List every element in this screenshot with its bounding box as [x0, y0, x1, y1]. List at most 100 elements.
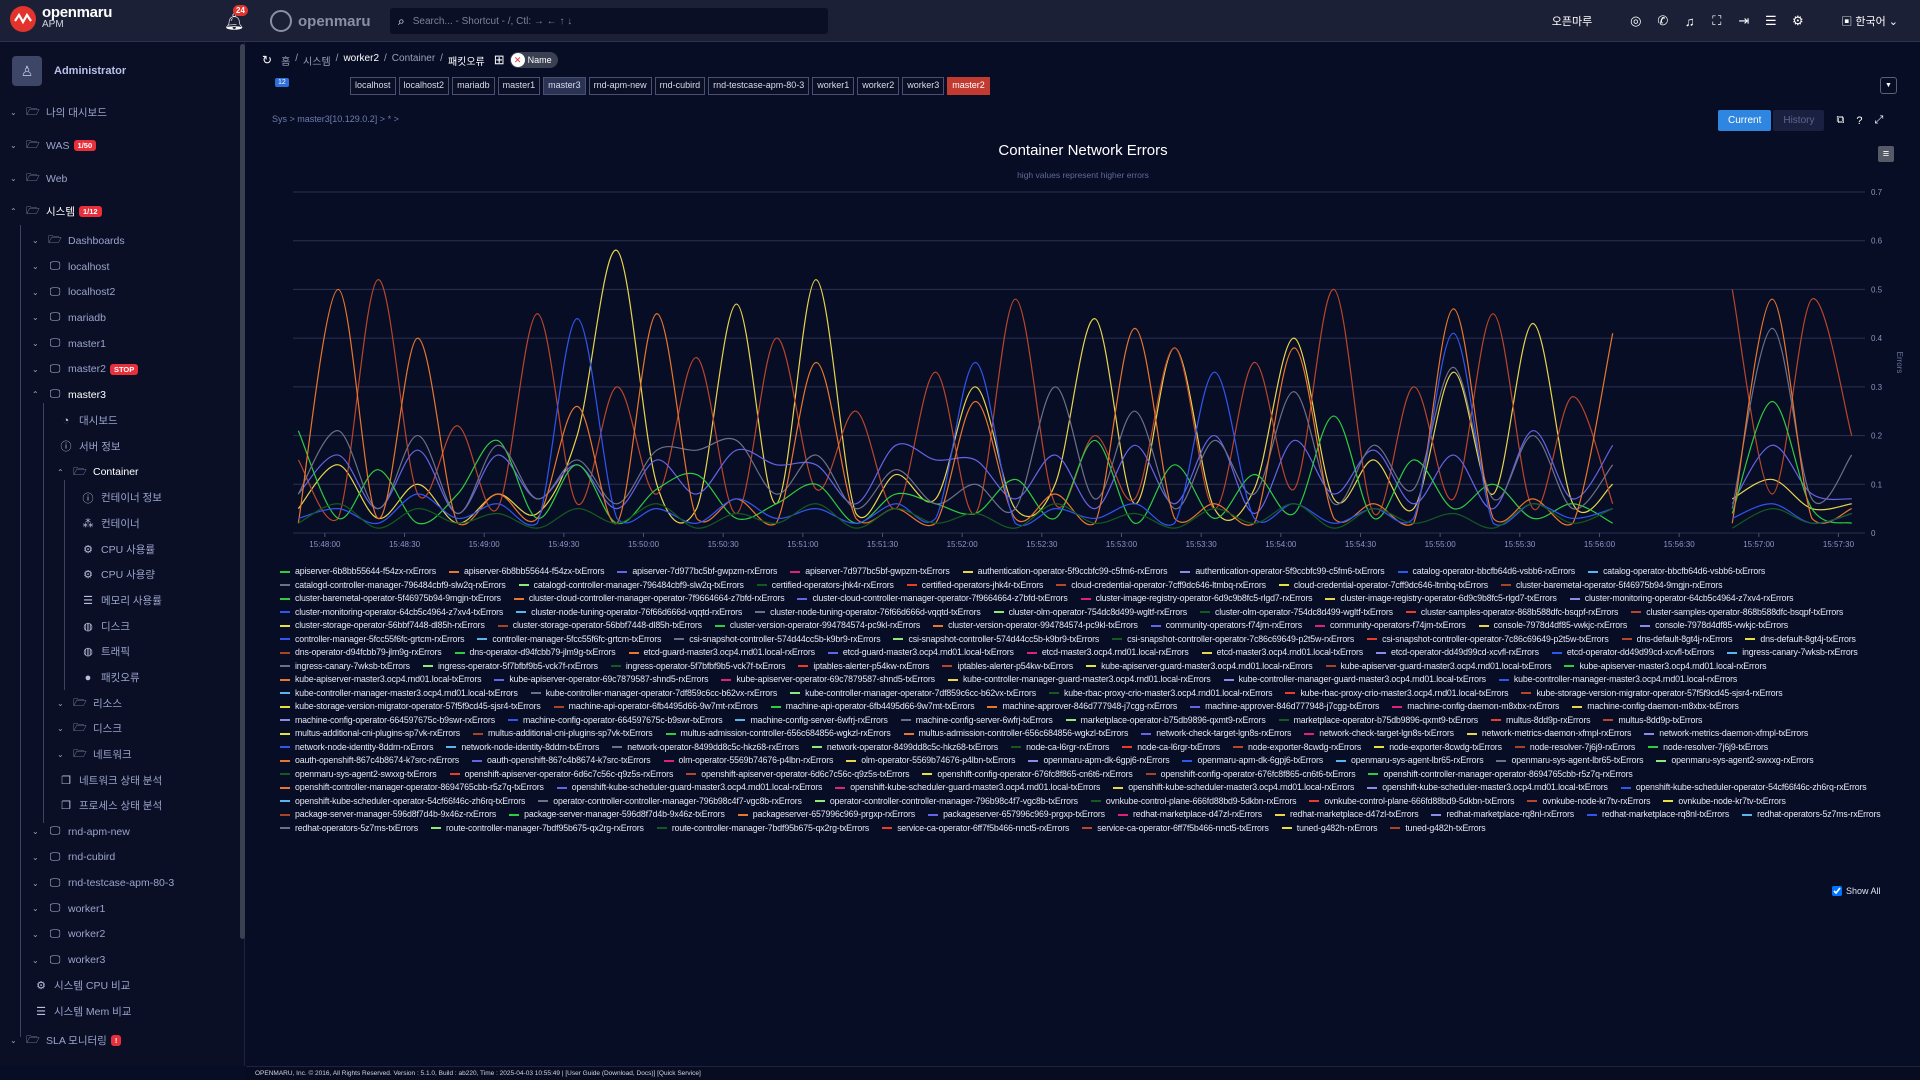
legend-item[interactable]: package-server-manager-596d8f7d4b-9x46z-…	[280, 808, 496, 822]
show-all-toggle[interactable]: Show All	[1832, 886, 1881, 896]
bell-icon[interactable]: ♫︎	[1684, 13, 1695, 29]
sidebar-item[interactable]: ☰ 메모리 사용률	[0, 588, 240, 614]
legend-item[interactable]: console-7978d4df85-vwkjc-rxErrors	[1478, 619, 1627, 633]
legend-item[interactable]: operator-controller-controller-manager-7…	[814, 795, 1078, 809]
legend-item[interactable]: openshift-kube-scheduler-guard-master3.o…	[835, 781, 1100, 795]
host-tab[interactable]: rnd-apm-new	[588, 77, 652, 95]
external-link-icon[interactable]: ⧉	[1836, 114, 1845, 126]
legend-item[interactable]: kube-storage-version-migrator-operator-5…	[280, 700, 541, 714]
legend-item[interactable]: etcd-master3.ocp4.rnd01.local-rxErrors	[1026, 646, 1189, 660]
grid-view-icon[interactable]: ⊞	[493, 52, 505, 67]
chart-menu-button[interactable]: ≡	[1878, 146, 1894, 162]
legend-item[interactable]: controller-manager-5fcc55f6fc-grtcm-rxEr…	[280, 633, 465, 647]
legend-item[interactable]: kube-controller-manager-master3.ocp4.rnd…	[280, 687, 518, 701]
legend-item[interactable]: dns-operator-d94fcbb79-jlm9g-txErrors	[454, 646, 616, 660]
sidebar-item[interactable]: ⌃ 🗁︎ Container	[0, 459, 240, 485]
legend-item[interactable]: cluster-storage-operator-56bbf7448-dl85h…	[497, 619, 702, 633]
sidebar-item[interactable]: ⁂ 컨테이너	[0, 511, 240, 537]
legend-item[interactable]: network-metrics-daemon-xfmpl-rxErrors	[1466, 727, 1631, 741]
legend-item[interactable]: service-ca-operator-6ff7f5b466-nnct5-txE…	[1082, 822, 1269, 836]
history-button[interactable]: History	[1773, 110, 1825, 131]
sidebar-item[interactable]: ⌄ 🗁︎ SLA 모니터링!	[0, 1024, 240, 1057]
legend-item[interactable]: dns-operator-d94fcbb79-jlm9g-rxErrors	[280, 646, 442, 660]
legend-item[interactable]: catalog-operator-bbcfb64d6-vsbb6-rxError…	[1397, 565, 1575, 579]
sidebar-item[interactable]: ⚙ CPU 사용률	[0, 536, 240, 562]
legend-item[interactable]: network-node-identity-8ddrn-txErrors	[446, 741, 599, 755]
legend-item[interactable]: oauth-openshift-867c4b8674-k7src-rxError…	[280, 754, 459, 768]
expand-icon[interactable]: ⤢	[1874, 114, 1884, 126]
legend-item[interactable]: redhat-operators-5z7ms-txErrors	[280, 822, 418, 836]
sidebar-item[interactable]: ⌄ 🖵︎ localhost	[0, 254, 240, 280]
legend-item[interactable]: openshift-config-operator-676fc8f865-cn6…	[1145, 768, 1356, 782]
legend-item[interactable]: node-resolver-7j6j9-rxErrors	[1514, 741, 1635, 755]
legend-item[interactable]: marketplace-operator-b75db9896-qxmt9-rxE…	[1065, 714, 1266, 728]
legend-item[interactable]: machine-config-server-6wfrj-txErrors	[900, 714, 1053, 728]
legend-item[interactable]: kube-storage-version-migrator-operator-5…	[1521, 687, 1783, 701]
legend-item[interactable]: catalog-operator-bbcfb64d6-vsbb6-txError…	[1588, 565, 1765, 579]
openmaru-apm-logo[interactable]: openmaru APM	[10, 5, 112, 32]
host-tab[interactable]: master2	[947, 77, 990, 95]
legend-item[interactable]: machine-approver-846d777948-j7cgg-rxErro…	[987, 700, 1177, 714]
legend-item[interactable]: csi-snapshot-controller-operator-7c86c69…	[1367, 633, 1609, 647]
sidebar-item[interactable]: ● 패킷오류	[0, 665, 240, 691]
legend-item[interactable]: controller-manager-5fcc55f6fc-grtcm-txEr…	[477, 633, 661, 647]
legend-item[interactable]: cluster-version-operator-994784574-pc9kl…	[714, 619, 920, 633]
sidebar-item[interactable]: ❐ 프로세스 상태 분석	[0, 793, 240, 819]
legend-item[interactable]: openshift-kube-scheduler-operator-54cf66…	[280, 795, 525, 809]
legend-item[interactable]: cluster-olm-operator-754dc8d499-wgltf-tx…	[1200, 606, 1393, 620]
host-tab[interactable]: localhost	[350, 77, 396, 95]
legend-item[interactable]: tuned-g482h-rxErrors	[1281, 822, 1378, 836]
sidebar-item[interactable]: ⌄ 🖵︎ master1	[0, 331, 240, 357]
sidebar-item[interactable]: ⌄ 🗁︎ 리소스	[0, 690, 240, 716]
legend-item[interactable]: openmaru-sys-agent2-swxxg-txErrors	[280, 768, 437, 782]
legend-item[interactable]: cluster-olm-operator-754dc8d499-wgltf-rx…	[993, 606, 1187, 620]
legend-item[interactable]: certified-operators-jhk4r-txErrors	[906, 579, 1043, 593]
menu-icon[interactable]: ☰	[1764, 13, 1777, 28]
legend-item[interactable]: kube-controller-manager-operator-7df859c…	[790, 687, 1036, 701]
legend-item[interactable]: machine-config-server-6wfrj-rxErrors	[735, 714, 888, 728]
legend-item[interactable]: apiserver-6b8bb55644-f54zx-rxErrors	[280, 565, 436, 579]
legend-item[interactable]: etcd-guard-master3.ocp4.rnd01.local-rxEr…	[628, 646, 815, 660]
legend-item[interactable]: machine-config-operator-664597675c-b9swr…	[507, 714, 723, 728]
legend-item[interactable]: cluster-baremetal-operator-5f46975b94-9m…	[280, 592, 501, 606]
breadcrumb-item[interactable]: 시스템	[303, 56, 331, 68]
sidebar-item[interactable]: ◔ 대시보드	[0, 408, 240, 434]
sidebar-item[interactable]: ❐ 네트워크 상태 분석	[0, 767, 240, 793]
refresh-icon[interactable]: ↻	[262, 53, 273, 67]
fullscreen-icon[interactable]: ⛶	[1712, 13, 1722, 28]
legend-item[interactable]: multus-8dd9p-rxErrors	[1491, 714, 1591, 728]
legend-item[interactable]: etcd-guard-master3.ocp4.rnd01.local-txEr…	[827, 646, 1014, 660]
name-toggle[interactable]: ✕ Name	[509, 52, 558, 68]
legend-item[interactable]: etcd-operator-dd49d99cd-xcvfl-rxErrors	[1376, 646, 1539, 660]
legend-item[interactable]: kube-controller-manager-guard-master3.oc…	[1223, 673, 1486, 687]
legend-item[interactable]: openshift-kube-scheduler-master3.ocp4.rn…	[1367, 781, 1608, 795]
legend-item[interactable]: machine-api-operator-6fb4495d66-9w7mt-tx…	[770, 700, 975, 714]
sidebar-item[interactable]: ◍ 디스크	[0, 613, 240, 639]
legend-item[interactable]: kube-apiserver-master3.ocp4.rnd01.local-…	[280, 673, 482, 687]
legend-item[interactable]: cluster-samples-operator-868b588dfc-bsqp…	[1405, 606, 1618, 620]
legend-item[interactable]: openshift-controller-manager-operator-86…	[280, 781, 544, 795]
legend-item[interactable]: catalogd-controller-manager-796484cbf9-s…	[518, 579, 744, 593]
legend-item[interactable]: multus-admission-controller-656c684856-w…	[903, 727, 1128, 741]
sidebar-item[interactable]: ⌄ 🖵︎ master2 STOP	[0, 356, 240, 382]
host-tab[interactable]: rnd-cubird	[654, 77, 706, 95]
legend-item[interactable]: ovnkube-node-kr7tv-rxErrors	[1527, 795, 1650, 809]
legend-item[interactable]: multus-admission-controller-656c684856-w…	[665, 727, 891, 741]
legend-item[interactable]: service-ca-operator-6ff7f5b466-nnct5-rxE…	[882, 822, 1069, 836]
legend-item[interactable]: olm-operator-5569b74676-p4lbn-rxErrors	[663, 754, 833, 768]
legend-item[interactable]: cluster-samples-operator-868b588dfc-bsqp…	[1631, 606, 1843, 620]
legend-item[interactable]: ingress-canary-7wksb-rxErrors	[1727, 646, 1858, 660]
legend-item[interactable]: multus-8dd9p-txErrors	[1603, 714, 1702, 728]
host-tab[interactable]: master1	[497, 77, 541, 95]
host-tab[interactable]: mariadb	[452, 77, 495, 95]
sidebar-item[interactable]: ⌃ 🖵︎ master3	[0, 382, 240, 408]
legend-item[interactable]: package-server-manager-596d8f7d4b-9x46z-…	[509, 808, 725, 822]
legend-item[interactable]: kube-apiserver-guard-master3.ocp4.rnd01.…	[1086, 660, 1313, 674]
sidebar-item[interactable]: ⌄ 🗁︎ 나의 대시보드	[0, 96, 240, 129]
legend-item[interactable]: network-operator-8499dd8c5c-hkz68-txErro…	[811, 741, 998, 755]
legend-item[interactable]: operator-controller-controller-manager-7…	[538, 795, 802, 809]
legend-item[interactable]: ovnkube-node-kr7tv-txErrors	[1663, 795, 1786, 809]
host-tab[interactable]: worker2	[857, 77, 900, 95]
breadcrumb-item[interactable]: 홈	[281, 56, 291, 68]
legend-item[interactable]: redhat-marketplace-d47zl-txErrors	[1274, 808, 1419, 822]
